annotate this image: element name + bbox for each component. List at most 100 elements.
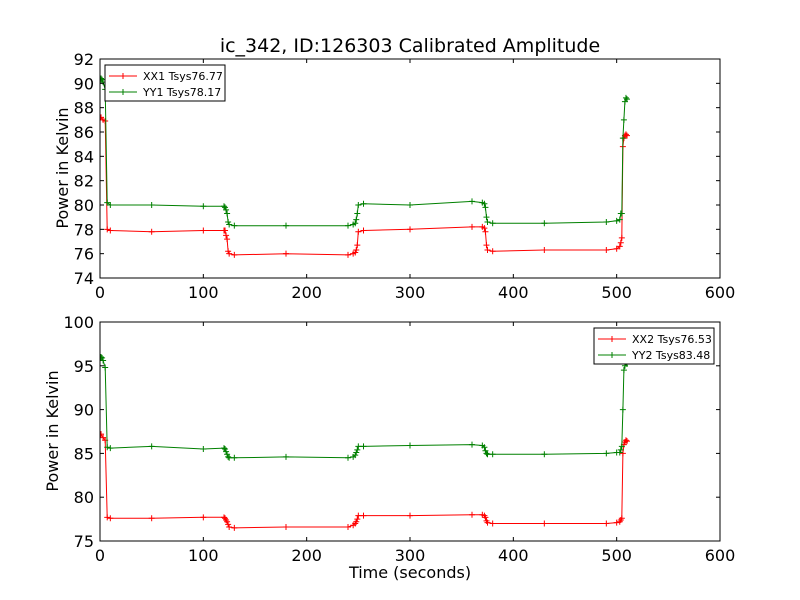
data-point-marker	[100, 354, 105, 361]
x-tick-label: 500	[601, 283, 632, 302]
data-point-marker	[622, 131, 629, 138]
y-tick-label: 92	[74, 50, 94, 69]
legend-label: YY2 Tsys83.48	[631, 349, 710, 362]
data-point-marker	[541, 247, 548, 254]
x-tick-label: 400	[498, 546, 529, 565]
data-point-marker	[104, 199, 111, 206]
legend-box	[593, 327, 715, 365]
data-point-marker	[469, 198, 475, 205]
data-point-marker	[148, 202, 155, 208]
data-point-marker	[613, 245, 620, 252]
data-point-marker	[107, 445, 114, 452]
data-point-marker	[489, 220, 496, 227]
data-point-marker	[617, 239, 624, 246]
data-point-marker	[221, 445, 227, 452]
y-tick-label: 84	[74, 147, 94, 166]
data-point-marker	[619, 450, 626, 457]
data-point-marker	[469, 511, 475, 518]
x-tick-label: 100	[188, 546, 219, 565]
data-point-marker	[345, 251, 351, 258]
data-point-marker	[223, 206, 230, 213]
data-point-marker	[482, 228, 489, 235]
y-tick-label: 80	[74, 488, 94, 507]
data-point-marker	[354, 516, 361, 523]
data-point-marker	[618, 515, 625, 522]
x-tick-label: 200	[291, 546, 322, 565]
x-tick-label: 500	[601, 546, 632, 565]
y-axis-label: Power in Kelvin	[53, 107, 72, 228]
data-point-marker	[619, 135, 626, 142]
data-point-marker	[360, 227, 367, 234]
legend-marker	[120, 89, 126, 95]
data-point-marker	[355, 443, 362, 450]
data-point-marker	[484, 219, 491, 226]
data-point-marker	[407, 226, 413, 233]
data-point-marker	[200, 227, 207, 234]
data-point-marker	[407, 442, 413, 449]
legend-marker	[120, 73, 126, 79]
data-point-marker	[618, 210, 625, 217]
data-point-marker	[352, 452, 359, 459]
data-point-marker	[345, 222, 351, 229]
data-point-marker	[225, 521, 232, 528]
data-point-marker	[481, 225, 488, 232]
data-point-marker	[224, 236, 231, 243]
bottom-subplot: Power in Kelvin Time (seconds) 0 100 200 30…	[43, 313, 735, 582]
data-point-marker	[541, 220, 548, 227]
x-tick-label: 0	[95, 546, 105, 565]
data-point-marker	[231, 251, 238, 258]
data-point-marker	[354, 210, 361, 217]
legend-label: XX2 Tsys76.53	[632, 333, 712, 346]
data-point-marker	[617, 446, 624, 453]
data-point-marker	[345, 454, 351, 461]
data-point-marker	[407, 202, 413, 208]
data-point-marker	[355, 512, 362, 519]
data-point-marker	[489, 520, 496, 527]
y-tick-label: 80	[74, 196, 94, 215]
data-point-marker	[102, 364, 109, 371]
data-point-marker	[355, 228, 362, 235]
x-tick-label: 300	[395, 546, 426, 565]
data-point-marker	[618, 234, 625, 241]
data-point-marker	[231, 222, 238, 229]
y-tick-label: 100	[63, 313, 94, 332]
legend: XX1 Tsys76.77 YY1 Tsys78.17	[104, 64, 226, 102]
data-point-marker	[360, 200, 367, 207]
data-point-marker	[616, 243, 623, 250]
y-tick-label: 75	[74, 532, 94, 551]
data-point-marker	[226, 523, 233, 530]
chart-title: ic_342, ID:126303 Calibrated Amplitude	[220, 35, 600, 57]
data-point-marker	[624, 132, 630, 139]
data-point-marker	[620, 367, 627, 374]
data-point-marker	[484, 247, 491, 254]
y-tick-label: 88	[74, 99, 94, 118]
data-point-marker	[483, 214, 490, 221]
data-point-marker	[620, 116, 627, 123]
data-point-marker	[353, 449, 360, 456]
data-point-marker	[200, 514, 207, 521]
data-point-marker	[603, 219, 610, 226]
data-point-marker	[226, 454, 233, 461]
data-point-marker	[104, 514, 111, 521]
data-point-marker	[345, 523, 351, 530]
data-point-marker	[489, 248, 496, 255]
data-point-marker	[541, 451, 548, 458]
data-point-marker	[148, 228, 155, 235]
y-tick-label: 76	[74, 245, 94, 264]
legend: XX2 Tsys76.53 YY2 Tsys83.48	[593, 327, 715, 365]
data-point-marker	[104, 444, 111, 451]
y-tick-label: 95	[74, 357, 94, 376]
data-point-marker	[619, 406, 626, 413]
data-point-marker	[353, 518, 360, 525]
data-point-marker	[469, 441, 475, 448]
data-point-marker	[360, 443, 367, 450]
x-tick-label: 100	[188, 283, 219, 302]
data-point-marker	[222, 227, 229, 234]
data-point-marker	[100, 357, 107, 364]
data-point-marker	[616, 216, 623, 223]
data-point-marker	[226, 221, 233, 228]
data-point-marker	[624, 96, 630, 103]
data-point-marker	[613, 217, 620, 224]
y-tick-label: 82	[74, 172, 94, 191]
